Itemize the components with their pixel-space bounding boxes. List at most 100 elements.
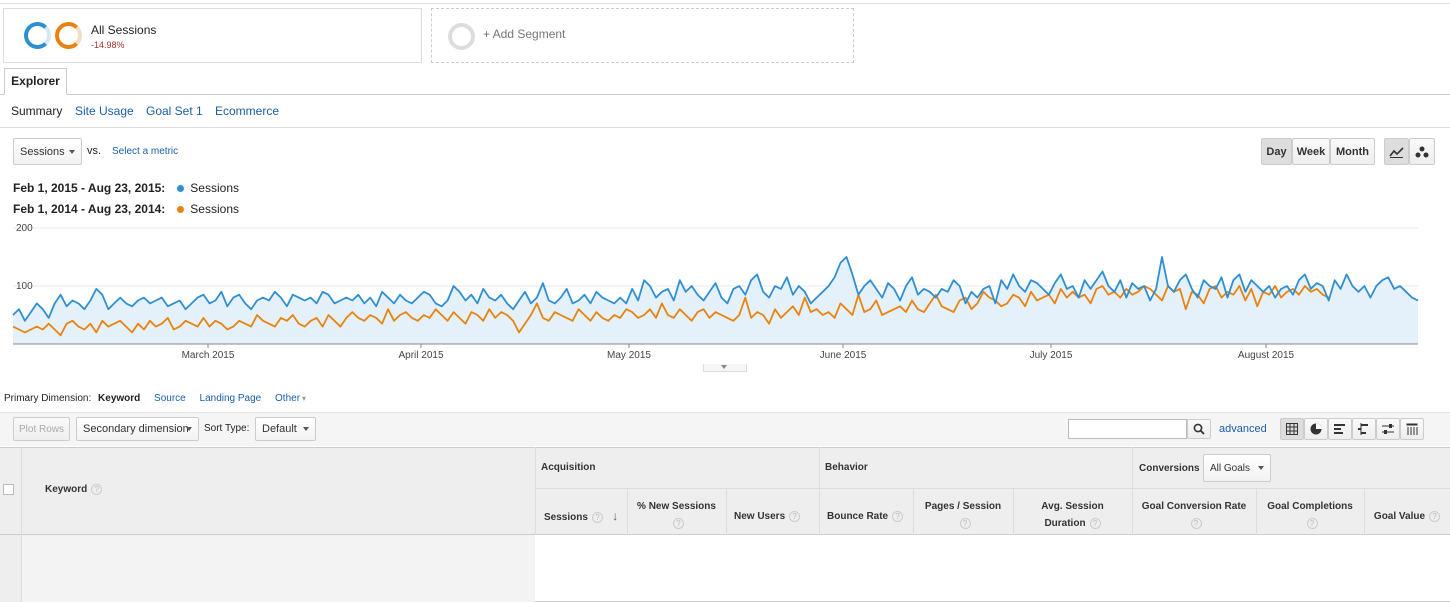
chevron-down-icon: [1258, 466, 1264, 470]
x-tick-label: July 2015: [1030, 350, 1073, 361]
metric-header-label: Goal Value: [1373, 511, 1426, 522]
percentage-view-button[interactable]: [1304, 418, 1328, 440]
motion-chart-view-button[interactable]: [1409, 138, 1435, 165]
subnav-divider: [0, 127, 1450, 128]
dimension-keyword[interactable]: Keyword: [98, 393, 141, 404]
series-previous-line: [12, 285, 1330, 337]
search-button[interactable]: [1187, 419, 1211, 439]
help-icon[interactable]: ?: [591, 511, 603, 523]
metric-column-header[interactable]: Goal Value?: [1364, 508, 1450, 525]
select-all-checkbox[interactable]: [3, 484, 14, 495]
metric-dropdown[interactable]: Sessions: [13, 138, 82, 165]
metric-header-label-line2: Duration: [1044, 518, 1086, 529]
acquisition-group-header: Acquisition: [541, 462, 596, 473]
tab-explorer[interactable]: Explorer: [4, 68, 67, 95]
dimension-landing-page[interactable]: Landing Page: [199, 393, 262, 404]
help-icon[interactable]: ?: [91, 484, 103, 495]
help-icon[interactable]: ?: [959, 517, 971, 529]
help-icon[interactable]: ?: [1429, 510, 1441, 522]
metric-header-label: Pages / Session: [924, 501, 1002, 512]
bars-icon: [1334, 424, 1345, 434]
plot-rows-button[interactable]: Plot Rows: [13, 417, 70, 441]
week-button[interactable]: Week: [1292, 138, 1330, 165]
series-current-line: [12, 256, 1419, 322]
subnav-summary[interactable]: Summary: [11, 104, 63, 118]
metric-column-header[interactable]: Bounce Rate?: [827, 508, 913, 525]
legend-current-series: Sessions: [190, 181, 239, 195]
all-goals-dropdown[interactable]: All Goals: [1203, 454, 1271, 482]
segment-label: All Sessions: [91, 23, 157, 37]
chart-collapse-handle[interactable]: [703, 364, 747, 372]
x-tick-label: August 2015: [1238, 350, 1295, 361]
column-separator: [819, 447, 820, 602]
legend-current-range: Feb 1, 2015 - Aug 23, 2015:: [13, 181, 166, 195]
all-goals-label: All Goals: [1210, 462, 1251, 474]
add-segment-button[interactable]: + Add Segment: [431, 8, 854, 63]
sort-desc-arrow-icon[interactable]: ↓: [608, 509, 619, 523]
performance-view-button[interactable]: [1328, 418, 1352, 440]
comparison-icon: [1358, 423, 1368, 435]
keyword-header-label: Keyword: [45, 484, 88, 496]
help-icon[interactable]: ?: [1306, 517, 1318, 529]
legend-previous-range: Feb 1, 2014 - Aug 23, 2014:: [13, 202, 166, 216]
other-chevron-icon: ▾: [302, 394, 307, 403]
secondary-dimension-label: Secondary dimension: [83, 423, 189, 435]
top-divider: [0, 3, 1450, 4]
metric-column-header[interactable]: Pages / Session?: [913, 498, 1013, 532]
month-button[interactable]: Month: [1330, 138, 1375, 165]
metric-column-header[interactable]: New Users?: [734, 508, 819, 525]
x-tick-label: May 2015: [607, 350, 651, 361]
vs-label: vs.: [87, 145, 102, 157]
conversions-group-header: Conversions: [1139, 463, 1200, 474]
keyword-column-header[interactable]: Keyword?: [45, 484, 103, 496]
subnav-site-usage[interactable]: Site Usage: [75, 104, 134, 118]
metric-column-header[interactable]: Goal Completions?: [1256, 498, 1364, 532]
add-segment-ring-icon: [448, 23, 475, 50]
segment-change: -14.98%: [91, 40, 125, 50]
totals-keyword-cell: [22, 535, 535, 602]
tab-divider: [0, 94, 1450, 95]
help-icon[interactable]: ?: [789, 510, 801, 522]
y-tick-label: 100: [16, 281, 33, 292]
select-metric-link[interactable]: Select a metric: [112, 146, 179, 157]
subnav-goal-set[interactable]: Goal Set 1: [146, 104, 203, 118]
chevron-down-icon: [186, 427, 192, 431]
day-button[interactable]: Day: [1261, 138, 1292, 165]
help-icon[interactable]: ?: [892, 510, 904, 522]
data-view-button[interactable]: [1280, 418, 1304, 440]
chevron-down-icon: [303, 427, 309, 431]
pie-icon: [1310, 423, 1322, 435]
bubble-chart-icon: [1415, 146, 1429, 157]
legend-previous-series: Sessions: [190, 202, 239, 216]
segment-all-sessions[interactable]: All Sessions -14.98%: [3, 8, 422, 63]
sort-type-dropdown[interactable]: Default: [255, 417, 316, 441]
pivot-view-button[interactable]: [1400, 418, 1424, 440]
search-icon: [1193, 423, 1205, 435]
line-chart-icon: [1389, 146, 1404, 158]
help-icon[interactable]: ?: [1089, 517, 1101, 529]
select-all-cell: [0, 447, 22, 535]
metric-column-header[interactable]: Sessions? ↓: [544, 508, 627, 526]
metric-header-label: Sessions: [544, 512, 588, 523]
column-separator: [535, 447, 536, 602]
metric-header-label: Goal Completions: [1267, 501, 1353, 512]
dimension-source[interactable]: Source: [154, 393, 186, 404]
sliders-icon: [1382, 424, 1394, 434]
x-tick-label: March 2015: [182, 350, 235, 361]
table-search-input[interactable]: [1068, 419, 1187, 439]
subnav-ecommerce[interactable]: Ecommerce: [215, 104, 280, 118]
term-cloud-view-button[interactable]: [1376, 418, 1400, 440]
legend-current: Feb 1, 2015 - Aug 23, 2015: Sessions: [13, 181, 239, 195]
metric-column-header[interactable]: Avg. Session Duration?: [1013, 498, 1132, 532]
help-icon[interactable]: ?: [1190, 517, 1202, 529]
help-icon[interactable]: ?: [673, 517, 684, 529]
dimension-other[interactable]: Other: [275, 393, 301, 404]
metric-column-header[interactable]: Goal Conversion Rate?: [1132, 498, 1256, 532]
line-chart-view-button[interactable]: [1384, 138, 1409, 165]
comparison-view-button[interactable]: [1352, 418, 1376, 440]
metric-dropdown-value: Sessions: [20, 145, 65, 158]
series-current-area: [13, 257, 1418, 344]
advanced-link[interactable]: advanced: [1219, 423, 1267, 435]
secondary-dimension-dropdown[interactable]: Secondary dimension: [76, 417, 199, 441]
metric-column-header[interactable]: % New Sessions?: [627, 498, 726, 532]
